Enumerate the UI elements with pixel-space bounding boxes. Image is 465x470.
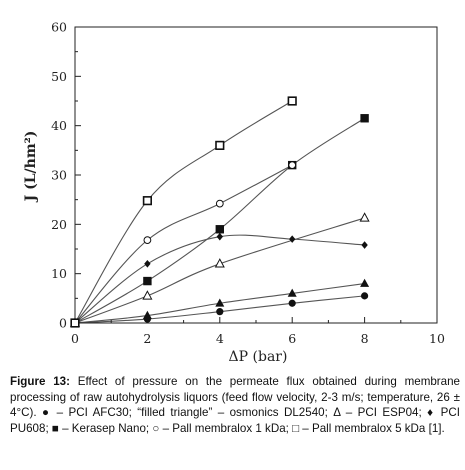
plot-frame [74, 26, 438, 324]
axes: 0 2 4 6 8 10 0 10 20 30 40 50 60 [51, 20, 445, 347]
y-tick-label: 50 [51, 69, 67, 84]
y-tick-label: 10 [51, 266, 67, 281]
marker-square-filled [360, 114, 369, 123]
marker-square-filled [143, 276, 152, 286]
marker-circle-filled [361, 292, 369, 300]
x-axis-label: ΔP (bar) [229, 349, 288, 365]
figure-caption-text: Effect of pressure on the permeate flux … [10, 375, 461, 435]
figure-caption-label: Figure 13: [10, 375, 70, 388]
y-tick-label: 60 [51, 20, 67, 35]
marker-triangle-open [142, 290, 153, 300]
marker-triangle-open [359, 212, 370, 222]
marker-square-open [142, 196, 153, 206]
x-tick-label: 6 [288, 331, 296, 346]
x-tick-label: 2 [143, 331, 151, 346]
marker-diamond-filled [361, 241, 368, 249]
x-tick-label: 10 [429, 331, 445, 346]
marker-square-open [287, 96, 297, 106]
y-tick-label: 30 [51, 168, 67, 183]
marker-triangle-filled [360, 278, 370, 287]
marker-circle-open [215, 199, 224, 208]
marker-diamond-filled [289, 235, 296, 243]
marker-triangle-filled [215, 298, 225, 307]
x-tick-label: 4 [216, 331, 224, 346]
marker-diamond-filled [216, 232, 223, 241]
marker-triangle-filled [142, 310, 152, 319]
x-tick-label: 8 [361, 331, 369, 346]
y-tick-label: 40 [51, 118, 67, 133]
marker-square-filled [215, 225, 224, 234]
x-tick-label: 0 [71, 331, 79, 346]
marker-square-open [70, 318, 80, 328]
marker-diamond-filled [144, 260, 151, 268]
marker-triangle-filled [287, 288, 297, 297]
series-line-square-open [74, 100, 293, 324]
y-tick-label: 20 [51, 217, 67, 232]
figure-caption: Figure 13: Effect of pressure on the per… [10, 374, 460, 436]
marker-circle-filled [288, 299, 296, 307]
flux-pressure-chart: 0 2 4 6 8 10 0 10 20 30 40 50 60 ΔP (bar) J (L/hm²) [23, 20, 445, 366]
data-markers [69, 96, 370, 328]
y-tick-label: 0 [59, 316, 67, 331]
marker-circle-open [143, 236, 152, 245]
series-line-triangle-open [74, 217, 365, 324]
marker-circle-filled [216, 308, 224, 316]
series-line-circle-open [74, 164, 293, 324]
marker-triangle-open [214, 258, 225, 268]
fit-lines [74, 100, 365, 324]
marker-square-open [215, 140, 225, 151]
y-axis-label: J (L/hm²) [23, 131, 39, 204]
marker-circle-open [288, 161, 297, 170]
